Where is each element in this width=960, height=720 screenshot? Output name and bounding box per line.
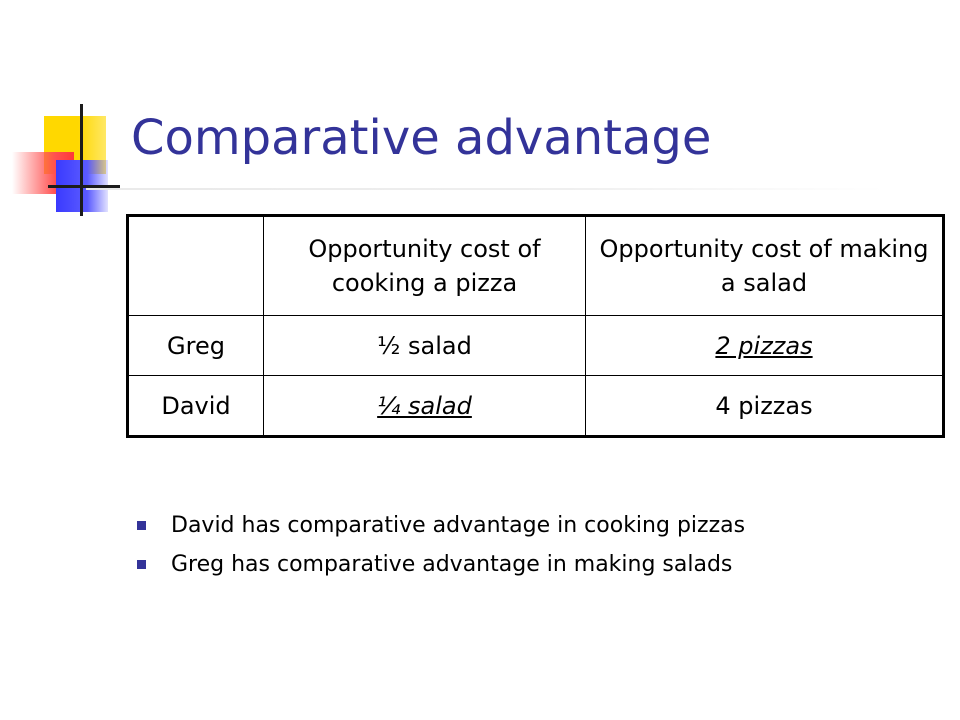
- table-header-salad-cost: Opportunity cost of making a salad: [585, 215, 944, 316]
- horizontal-line-decoration: [48, 185, 120, 188]
- row-name-david: David: [127, 375, 264, 437]
- square-bullet-icon: [137, 521, 146, 530]
- square-bullet-icon: [137, 560, 146, 569]
- table-header-empty-cell: [127, 215, 264, 316]
- greg-salad-cost-highlighted: 2 pizzas: [585, 315, 944, 376]
- title-underline-rule: [86, 188, 886, 190]
- list-item: David has comparative advantage in cooki…: [134, 506, 745, 545]
- bullet-text-david: David has comparative advantage in cooki…: [171, 513, 746, 538]
- slide-title: Comparative advantage: [131, 110, 712, 166]
- bullet-text-greg: Greg has comparative advantage in making…: [171, 552, 733, 577]
- david-pizza-cost-highlighted: ¼ salad: [263, 375, 586, 437]
- bullet-list: David has comparative advantage in cooki…: [134, 506, 745, 584]
- table-row: David ¼ salad 4 pizzas: [127, 375, 944, 437]
- row-name-greg: Greg: [127, 315, 264, 376]
- table-row: Greg ½ salad 2 pizzas: [127, 315, 944, 376]
- david-salad-cost: 4 pizzas: [585, 375, 944, 437]
- table-header-row: Opportunity cost of cooking a pizza Oppo…: [127, 215, 944, 316]
- opportunity-cost-table: Opportunity cost of cooking a pizza Oppo…: [126, 214, 945, 438]
- corner-decoration: [0, 0, 140, 230]
- table-header-pizza-cost: Opportunity cost of cooking a pizza: [263, 215, 586, 316]
- vertical-line-decoration: [80, 104, 83, 216]
- list-item: Greg has comparative advantage in making…: [134, 545, 745, 584]
- greg-pizza-cost: ½ salad: [263, 315, 586, 376]
